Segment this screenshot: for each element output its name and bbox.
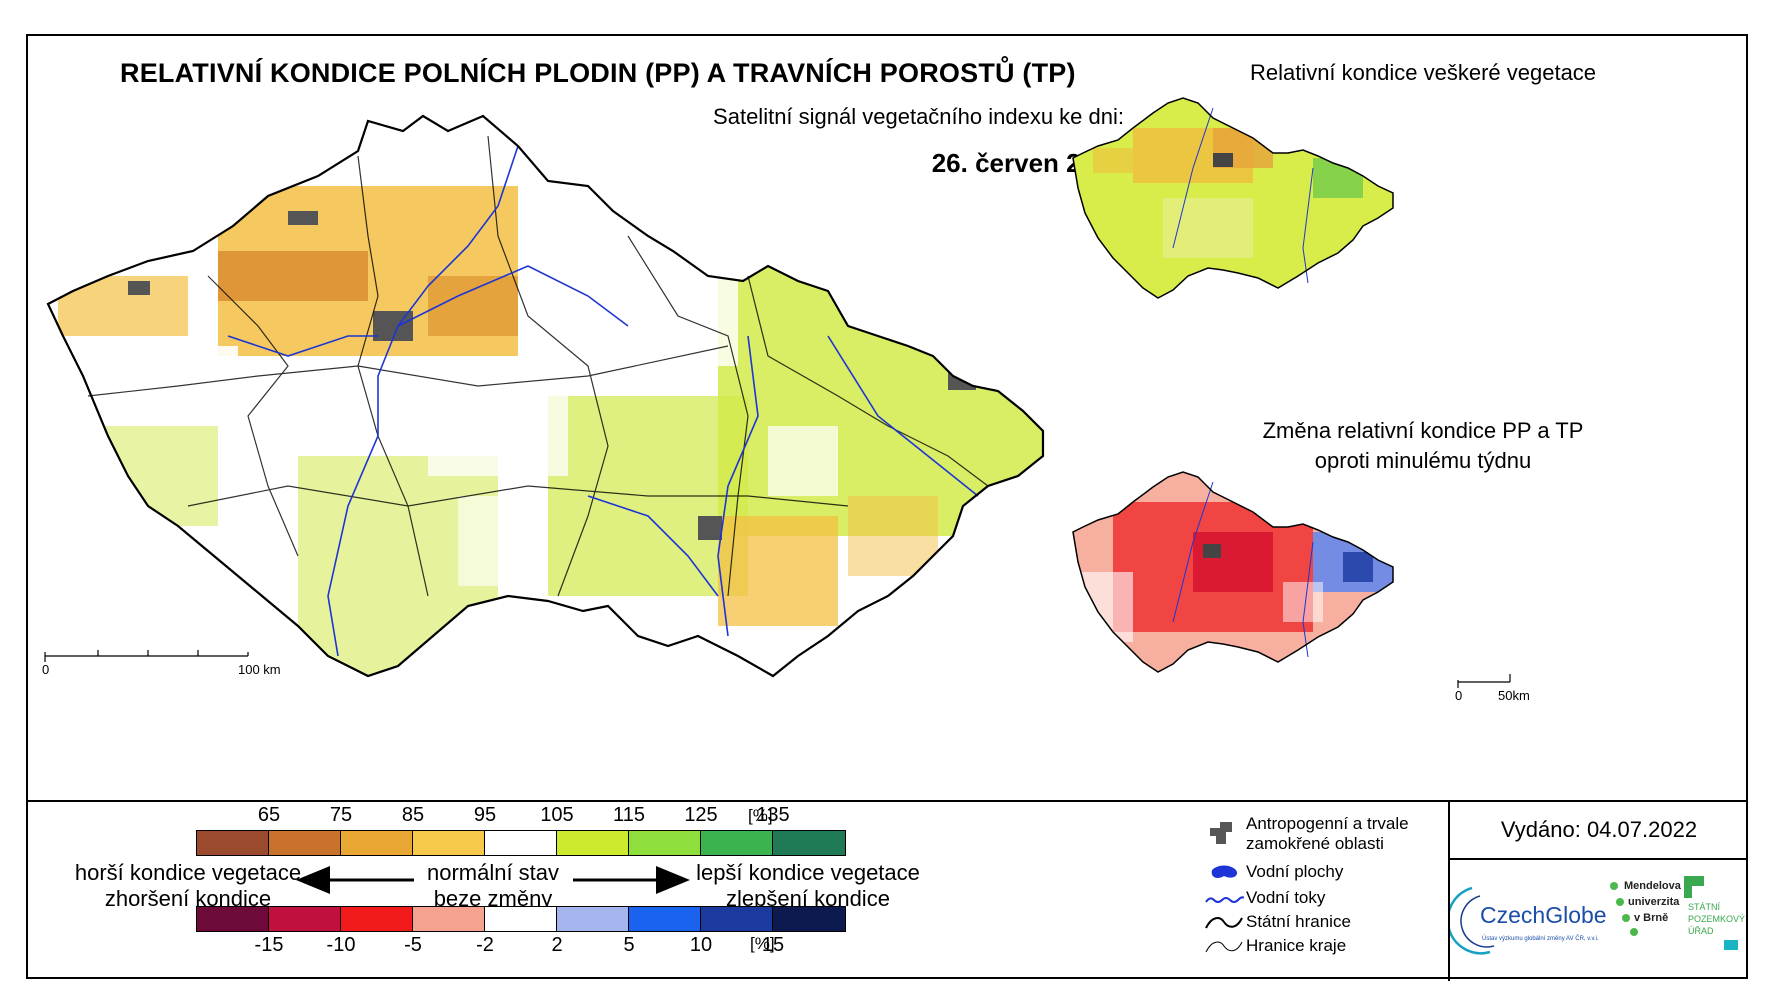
main-scale-end: 100 km (238, 662, 281, 677)
logos-svg: CzechGlobe Ústav výzkumu globální změny … (1450, 876, 1745, 955)
condition-tick-label: 85 (401, 804, 425, 826)
water-areas-label: Vodní plochy (1246, 862, 1344, 881)
condition-tick-label: 115 (613, 804, 645, 826)
condition-tick-label: 75 (329, 804, 353, 826)
condition-unit: [%] (748, 806, 773, 825)
change-swatch (629, 907, 701, 931)
side-scale-bar (1457, 674, 1511, 688)
condition-tick-label: 125 (684, 804, 718, 826)
logos-area: CzechGlobe Ústav výzkumu globální změny … (1450, 860, 1748, 981)
change-tick-label: -15 (254, 934, 284, 956)
condition-swatch (269, 831, 341, 855)
worse-label: horší kondice vegetace zhoršení kondice (53, 860, 323, 912)
czechglobe-subtitle: Ústav výzkumu globální změny AV ČR, v.v.… (1482, 935, 1599, 942)
change-tick-label: 10 (689, 934, 713, 956)
worse-label-line1: horší kondice vegetace (74, 860, 302, 885)
main-condition-map (44, 114, 1045, 678)
side-scale-zero: 0 (1455, 688, 1463, 703)
normal-label-line1: normální stav (426, 860, 560, 885)
mendelu-line1: Mendelova (1624, 880, 1682, 892)
change-swatch (701, 907, 773, 931)
normal-label: normální stav beze změny (418, 860, 568, 912)
change-tick-label: 15 (761, 934, 785, 956)
legend-water-courses: Vodní toky (1204, 888, 1325, 910)
condition-swatch (701, 831, 773, 855)
change-map-title: Změna relativní kondice PP a TP oproti m… (1213, 416, 1633, 476)
condition-swatch (773, 831, 845, 855)
condition-swatch (341, 831, 413, 855)
condition-tick-label: 135 (756, 804, 790, 826)
condition-tick-label: 65 (257, 804, 281, 826)
condition-change-map (1072, 471, 1394, 673)
state-border-icon (1204, 912, 1246, 934)
legend-state-border: Státní hranice (1204, 912, 1351, 934)
change-tick-label: 2 (551, 934, 563, 956)
legend-region-border: Hranice kraje (1204, 936, 1346, 958)
region-border-label: Hranice kraje (1246, 936, 1347, 955)
condition-color-bar (196, 830, 846, 856)
main-scale-zero: 0 (42, 662, 50, 677)
change-swatch (773, 907, 845, 931)
condition-swatch (413, 831, 485, 855)
spu-line1: STÁTNÍ (1688, 902, 1721, 912)
figure-frame: RELATIVNÍ KONDICE POLNÍCH PLODIN (PP) A … (26, 34, 1748, 981)
condition-tick-label: 95 (473, 804, 497, 826)
condition-swatch (557, 831, 629, 855)
legend-panel: 65 75 85 95 105 115 125 135 [%] horší kondice v… (28, 800, 1748, 981)
anthropogenic-line1: Antropogenní a trvale (1246, 814, 1409, 833)
change-tick-label: 5 (623, 934, 635, 956)
change-swatch (413, 907, 485, 931)
region-border-icon (1204, 936, 1246, 958)
water-course-icon (1204, 888, 1246, 910)
change-swatch (485, 907, 557, 931)
spu-line2: POZEMKOVÝ (1688, 914, 1745, 924)
side-scale-end: 50km (1498, 688, 1530, 703)
maps-svg (44, 97, 1511, 688)
condition-swatch (197, 831, 269, 855)
right-arrow-icon (573, 866, 690, 894)
better-label: lepší kondice vegetace zlepšení kondice (688, 860, 928, 912)
issued-date: Vydáno: 04.07.2022 (1450, 802, 1748, 860)
page-subtitle: Satelitní signál vegetačního indexu ke d… (713, 104, 1124, 129)
anthropogenic-line2: zamokřené oblasti (1246, 834, 1384, 853)
condition-swatch (485, 831, 557, 855)
change-swatch (197, 907, 269, 931)
legend-anthropogenic: Antropogenní a trvale zamokřené oblasti (1204, 814, 1409, 854)
water-area-icon (1204, 862, 1246, 884)
main-scale-bar (44, 650, 249, 662)
page-title: RELATIVNÍ KONDICE POLNÍCH PLODIN (PP) A … (120, 58, 1076, 88)
change-map-title-line2: oproti minulému týdnu (1314, 448, 1532, 473)
change-swatch (341, 907, 413, 931)
water-courses-label: Vodní toky (1246, 888, 1326, 907)
condition-tick-label: 105 (540, 804, 574, 826)
mendelu-line2: univerzita (1628, 896, 1680, 908)
change-color-bar (196, 906, 846, 932)
czechglobe-logo: CzechGlobe Ústav výzkumu globální změny … (1450, 886, 1607, 955)
better-label-line1: lepší kondice vegetace (696, 860, 920, 885)
condition-swatch (629, 831, 701, 855)
anthropogenic-icon (1204, 814, 1246, 844)
change-map-title-line1: Změna relativní kondice PP a TP (1262, 418, 1584, 443)
legend-divider (1448, 802, 1450, 981)
mendelu-logo: Mendelova univerzita v Brně (1610, 880, 1682, 936)
state-border-label: Státní hranice (1246, 912, 1351, 931)
change-unit: [%] (750, 934, 775, 953)
czechglobe-wordmark: CzechGlobe (1480, 902, 1607, 928)
change-tick-label: -2 (476, 934, 494, 956)
mendelu-line3: v Brně (1634, 912, 1668, 924)
spu-logo: STÁTNÍ POZEMKOVÝ ÚŘAD (1684, 876, 1745, 950)
overall-vegetation-map (1072, 97, 1394, 299)
spu-line3: ÚŘAD (1688, 926, 1714, 936)
change-swatch (557, 907, 629, 931)
change-tick-label: -5 (404, 934, 422, 956)
map-panel: RELATIVNÍ KONDICE POLNÍCH PLODIN (PP) A … (28, 36, 1748, 799)
overall-vegetation-map-title: Relativní kondice veškeré vegetace (1249, 60, 1597, 85)
legend-water-areas: Vodní plochy (1204, 862, 1343, 884)
change-swatch (269, 907, 341, 931)
change-tick-label: -10 (326, 934, 356, 956)
